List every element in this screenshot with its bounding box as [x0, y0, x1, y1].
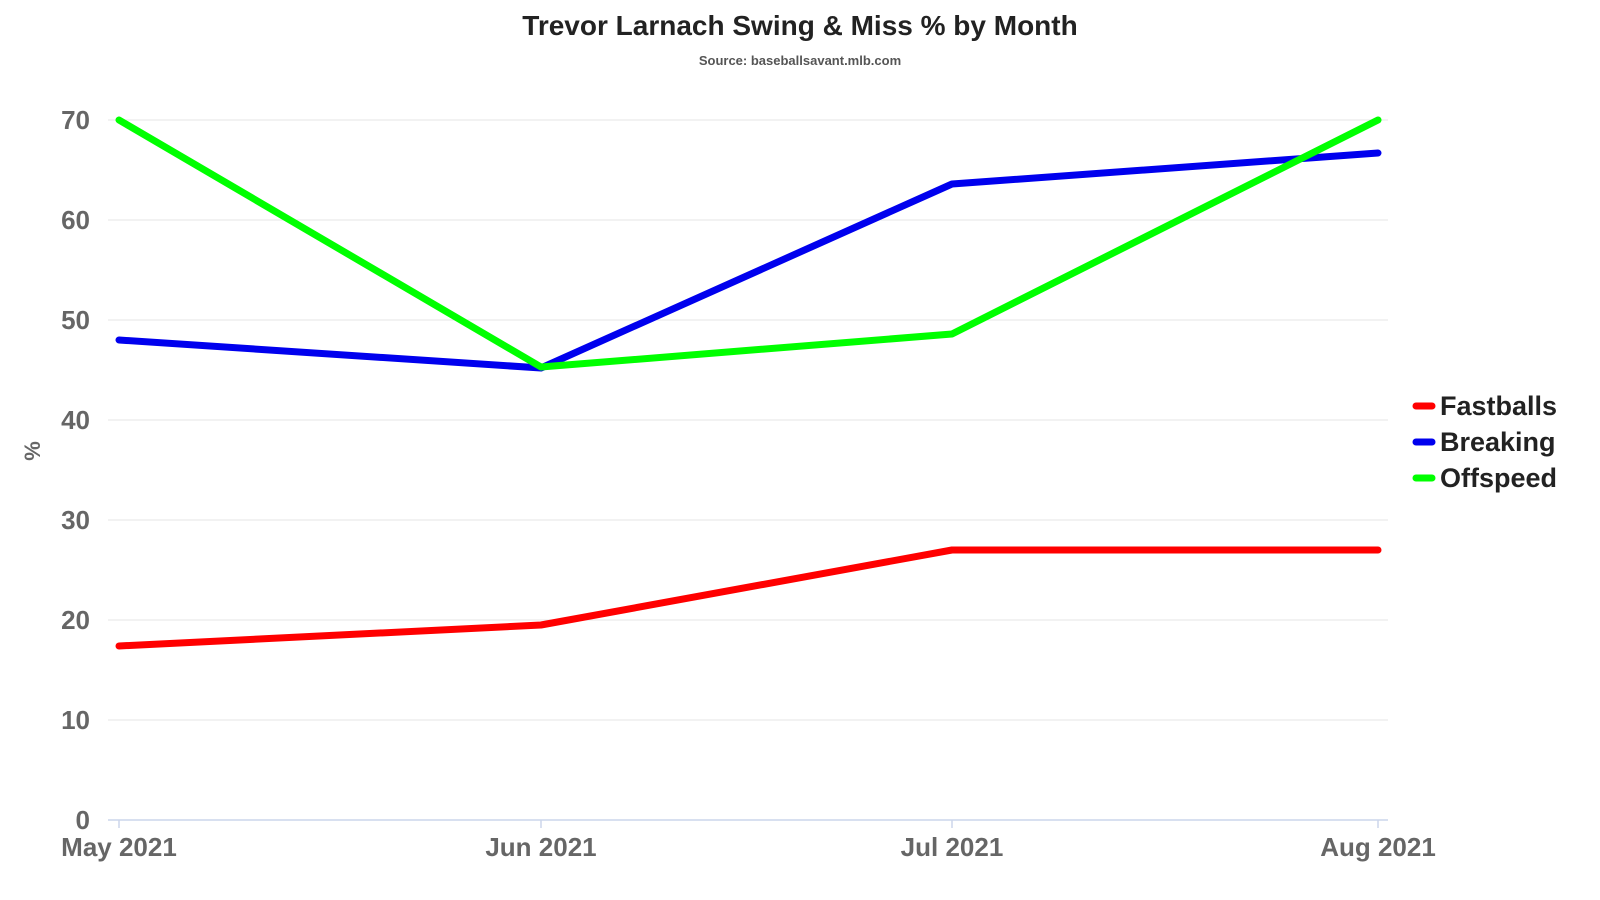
series-line-fastballs [115, 546, 1382, 650]
y-tick-label: 0 [76, 805, 90, 835]
y-tick-label: 70 [61, 105, 90, 135]
x-tick-label: May 2021 [61, 832, 177, 862]
x-axis: May 2021 Jun 2021 Jul 2021 Aug 2021 [61, 819, 1436, 862]
y-tick-label: 50 [61, 305, 90, 335]
x-tick-label: Jun 2021 [485, 832, 596, 862]
gridlines [108, 119, 1388, 721]
y-tick-label: 20 [61, 605, 90, 635]
x-tick-label: Aug 2021 [1320, 832, 1436, 862]
series-line-offspeed [115, 116, 1382, 371]
y-tick-label: 60 [61, 205, 90, 235]
y-axis: 0 10 20 30 40 50 60 70 [61, 105, 90, 835]
legend-label-fastballs: Fastballs [1440, 391, 1557, 421]
legend: Fastballs Breaking Offspeed [1412, 391, 1557, 493]
legend-label-breaking: Breaking [1440, 427, 1556, 457]
legend-label-offspeed: Offspeed [1440, 463, 1557, 493]
y-tick-label: 30 [61, 505, 90, 535]
series-line-breaking [115, 149, 1382, 372]
x-tick-label: Jul 2021 [901, 832, 1004, 862]
y-tick-label: 40 [61, 405, 90, 435]
chart-subtitle: Source: baseballsavant.mlb.com [698, 53, 902, 68]
y-axis-title: % [20, 441, 45, 461]
series-lines [115, 116, 1382, 650]
y-tick-label: 10 [61, 705, 90, 735]
chart-title: Trevor Larnach Swing & Miss % by Month [522, 10, 1078, 41]
